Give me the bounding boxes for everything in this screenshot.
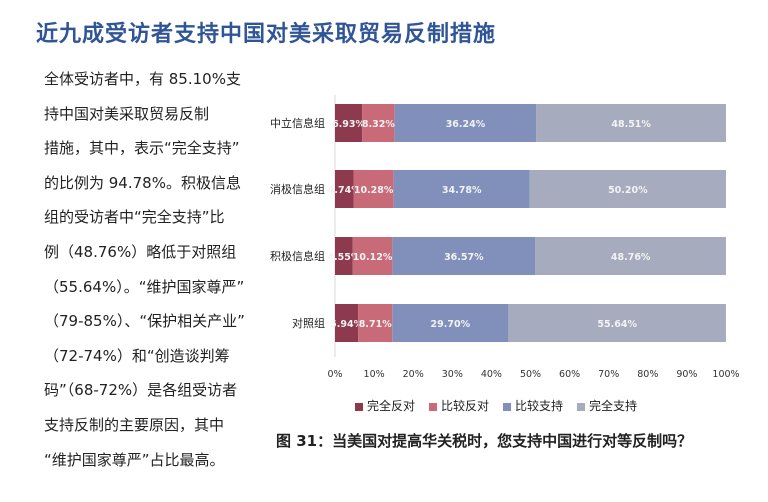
legend-item: 完全支持 (577, 397, 637, 414)
legend-label: 完全反对 (367, 399, 416, 413)
figure-caption: 图 31：当美国对提高华关税时，您支持中国进行对等反制吗？ (276, 432, 693, 450)
category-label: 消极信息组 (270, 182, 325, 196)
paragraph-line: 持中国对美采取贸易反制 (44, 104, 210, 123)
x-tick-label: 10% (364, 369, 385, 380)
legend-item: 比较反对 (429, 397, 489, 414)
legend-label: 比较支持 (515, 399, 564, 413)
bar-segment (353, 170, 394, 208)
paragraph-line: 支持反制的主要原因，其中 (44, 415, 225, 434)
paragraph-line: 例（48.76%）略低于对照组 (44, 242, 237, 261)
data-label: 10.28% (354, 185, 394, 196)
paragraph-line: 全体受访者中，有 85.10%支 (44, 70, 241, 88)
data-label: 5.94% (330, 319, 363, 330)
data-label: 36.57% (444, 252, 484, 263)
legend-swatch (355, 402, 363, 411)
data-label: 29.70% (431, 319, 471, 330)
category-label: 中立信息组 (270, 116, 325, 130)
data-label: 8.32% (362, 119, 395, 130)
data-label: 10.12% (353, 252, 393, 263)
data-label: 8.71% (359, 319, 392, 330)
data-label: 6.93% (332, 119, 365, 130)
x-tick-label: 70% (598, 369, 619, 380)
paragraph-line: 措施，其中，表示“完全支持” (44, 139, 240, 158)
paragraph-line: （79-85%）、“保护相关产业” (44, 312, 245, 331)
bar-segment (362, 104, 395, 142)
data-label: 50.20% (608, 185, 648, 196)
data-label: 4.74% (328, 185, 361, 196)
legend-swatch (429, 402, 438, 411)
bar-segment (335, 170, 354, 208)
bar-segment (335, 304, 359, 342)
data-label: 4.55% (327, 252, 360, 263)
x-tick-label: 80% (637, 369, 658, 380)
paragraph-line: 组的受访者中“完全支持”比 (44, 208, 225, 227)
bar-segment (335, 237, 353, 275)
bar-segment (535, 237, 726, 275)
legend-label: 完全支持 (589, 399, 638, 413)
x-tick-label: 0% (327, 369, 342, 380)
paragraph-line: （72-74%）和“创造谈判筹 (44, 346, 230, 365)
bar-segment (358, 304, 393, 342)
x-tick-label: 30% (442, 369, 463, 380)
data-label: 34.78% (442, 185, 482, 196)
x-tick-label: 100% (712, 369, 739, 380)
legend-swatch (503, 402, 512, 411)
paragraph-line: 的比例为 94.78%。积极信息 (44, 173, 241, 192)
x-tick-label: 90% (676, 369, 697, 380)
x-tick-label: 40% (481, 369, 502, 380)
bar-segment (508, 304, 726, 342)
data-label: 48.51% (611, 119, 651, 130)
x-tick-label: 20% (403, 369, 424, 380)
x-tick-label: 60% (559, 369, 580, 380)
legend-swatch (577, 402, 586, 411)
bar-segment (393, 170, 530, 208)
paragraph-line: （55.64%）。“维护国家尊严” (44, 277, 245, 296)
bar-segment (392, 237, 536, 275)
x-tick-label: 50% (520, 369, 541, 380)
bar-segment (529, 170, 726, 208)
bar-segment (394, 104, 537, 142)
legend-item: 完全反对 (355, 397, 415, 414)
bar-segment (392, 304, 509, 342)
summary-paragraph: 全体受访者中，有 85.10%支 持中国对美采取贸易反制措施，其中，表示“完全支持… (44, 66, 279, 481)
paragraph-line: “维护国家尊严”占比最高。 (44, 450, 225, 469)
data-label: 36.24% (446, 119, 486, 130)
data-label: 55.64% (597, 319, 637, 330)
page-title: 近九成受访者支持中国对美采取贸易反制措施 (36, 22, 497, 47)
data-label: 48.76% (611, 252, 651, 263)
bar-segment (536, 104, 726, 142)
category-label: 积极信息组 (270, 249, 325, 263)
bar-segment (335, 104, 363, 142)
bar-segment (352, 237, 393, 275)
chart-legend: 完全反对 比较反对 比较支持 完全支持 (355, 397, 637, 414)
category-label: 对照组 (292, 316, 325, 330)
legend-label: 比较反对 (441, 399, 490, 413)
legend-item: 比较支持 (503, 397, 563, 414)
paragraph-line: 码”（68-72%）是各组受访者 (44, 381, 238, 400)
